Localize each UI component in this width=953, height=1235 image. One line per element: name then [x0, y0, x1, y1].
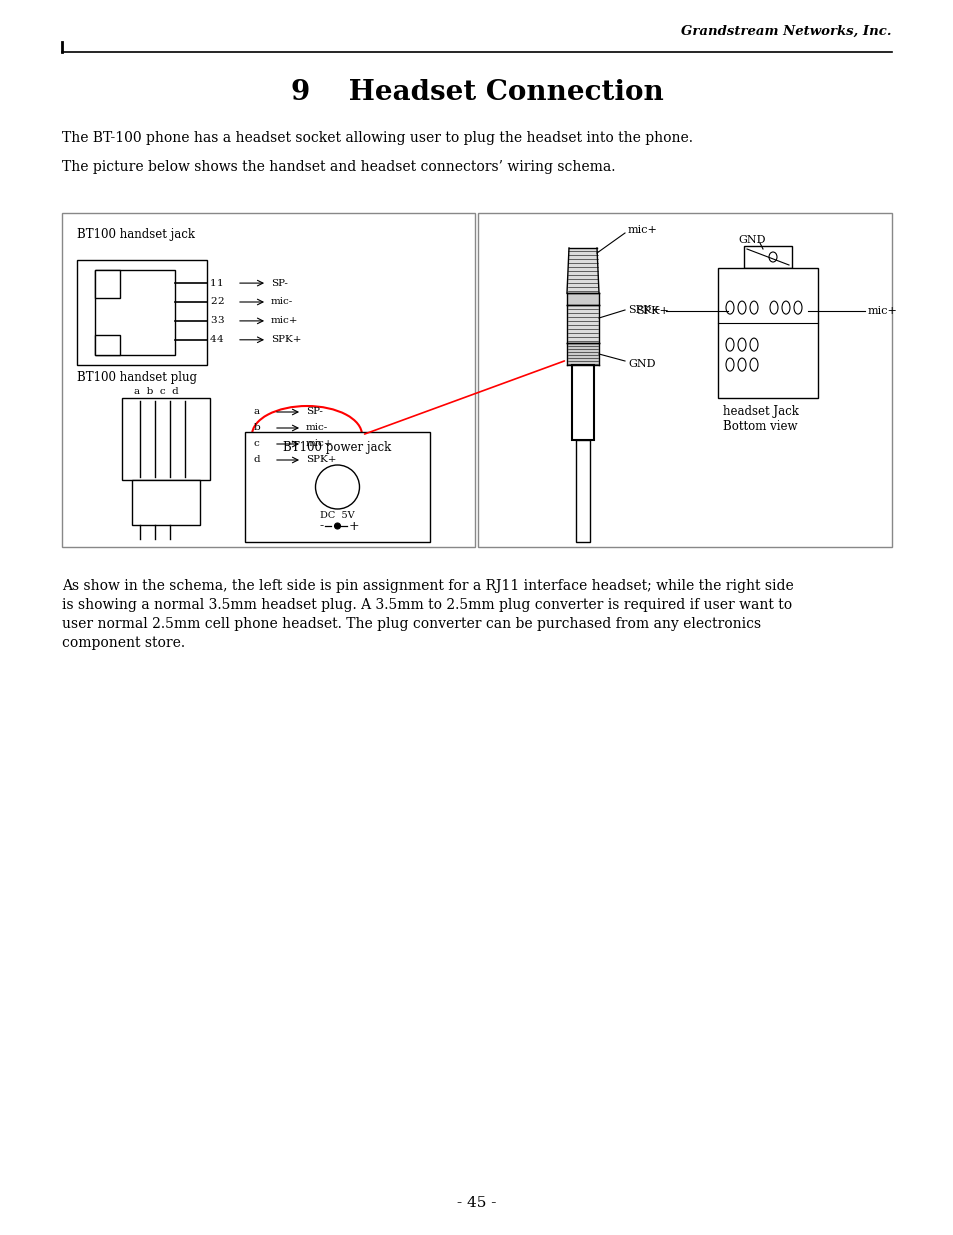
- Polygon shape: [566, 293, 598, 305]
- Text: BT100 handset plug: BT100 handset plug: [77, 370, 196, 384]
- Text: SP-: SP-: [271, 279, 288, 288]
- Text: 3: 3: [216, 316, 223, 325]
- Text: mic+: mic+: [306, 440, 334, 448]
- Bar: [77, 261, 207, 366]
- Bar: [95, 270, 174, 354]
- Text: a  b  c  d: a b c d: [133, 388, 178, 396]
- Bar: [95, 335, 120, 354]
- Text: SPK+: SPK+: [627, 305, 660, 315]
- Bar: [576, 440, 589, 542]
- Text: SPK+: SPK+: [271, 335, 301, 345]
- Text: BT100 handset jack: BT100 handset jack: [77, 228, 194, 241]
- Text: is showing a normal 3.5mm headset plug. A 3.5mm to 2.5mm plug converter is requi: is showing a normal 3.5mm headset plug. …: [62, 598, 791, 613]
- Text: -: -: [319, 520, 323, 532]
- Ellipse shape: [769, 301, 778, 314]
- Text: 4: 4: [216, 335, 223, 345]
- Polygon shape: [566, 248, 598, 293]
- Bar: [743, 246, 791, 268]
- Polygon shape: [566, 343, 598, 366]
- Circle shape: [315, 466, 359, 509]
- Ellipse shape: [738, 358, 745, 370]
- Text: GND: GND: [738, 235, 764, 245]
- Text: 4: 4: [210, 335, 216, 345]
- Text: c: c: [253, 440, 259, 448]
- Text: 2: 2: [210, 298, 216, 306]
- Ellipse shape: [738, 301, 745, 314]
- Text: As show in the schema, the left side is pin assignment for a RJ11 interface head: As show in the schema, the left side is …: [62, 579, 793, 593]
- Text: mic+: mic+: [627, 225, 658, 235]
- Polygon shape: [566, 305, 598, 343]
- Text: mic+: mic+: [271, 316, 298, 325]
- Text: mic-: mic-: [306, 424, 328, 432]
- Bar: [122, 398, 210, 480]
- Ellipse shape: [749, 358, 758, 370]
- Text: 3: 3: [210, 316, 216, 325]
- Text: d: d: [253, 456, 260, 464]
- Text: BT100 power jack: BT100 power jack: [283, 441, 392, 453]
- Bar: [95, 270, 120, 298]
- Bar: [245, 432, 430, 542]
- Text: 2: 2: [216, 298, 223, 306]
- Ellipse shape: [768, 252, 776, 262]
- Ellipse shape: [749, 301, 758, 314]
- Ellipse shape: [725, 338, 733, 351]
- Text: b: b: [253, 424, 260, 432]
- Ellipse shape: [725, 358, 733, 370]
- Text: SPK+: SPK+: [636, 305, 668, 316]
- Text: 1: 1: [216, 279, 223, 288]
- Bar: [477, 212, 891, 547]
- Text: +: +: [348, 520, 358, 532]
- Text: - 45 -: - 45 -: [456, 1195, 497, 1210]
- Text: 1: 1: [210, 279, 216, 288]
- Text: Bottom view: Bottom view: [722, 420, 797, 432]
- Text: component store.: component store.: [62, 636, 185, 650]
- Text: The picture below shows the handset and headset connectors’ wiring schema.: The picture below shows the handset and …: [62, 161, 615, 174]
- Text: SPK+: SPK+: [306, 456, 336, 464]
- Bar: [572, 366, 594, 440]
- Bar: [718, 268, 817, 398]
- Text: headset Jack: headset Jack: [722, 405, 798, 419]
- Bar: [62, 212, 475, 547]
- Text: user normal 2.5mm cell phone headset. The plug converter can be purchased from a: user normal 2.5mm cell phone headset. Th…: [62, 618, 760, 631]
- Text: mic+: mic+: [867, 305, 897, 316]
- Ellipse shape: [781, 301, 789, 314]
- Text: DC  5V: DC 5V: [320, 511, 355, 520]
- Text: SP-: SP-: [306, 408, 322, 416]
- Circle shape: [335, 522, 340, 529]
- Text: mic-: mic-: [271, 298, 293, 306]
- Ellipse shape: [749, 338, 758, 351]
- Text: The BT-100 phone has a headset socket allowing user to plug the headset into the: The BT-100 phone has a headset socket al…: [62, 131, 692, 144]
- Text: Grandstream Networks, Inc.: Grandstream Networks, Inc.: [680, 25, 891, 38]
- Text: a: a: [253, 408, 260, 416]
- Ellipse shape: [738, 338, 745, 351]
- Text: GND: GND: [627, 359, 655, 369]
- Bar: [132, 480, 200, 525]
- Ellipse shape: [793, 301, 801, 314]
- Ellipse shape: [725, 301, 733, 314]
- Text: 9    Headset Connection: 9 Headset Connection: [291, 79, 662, 105]
